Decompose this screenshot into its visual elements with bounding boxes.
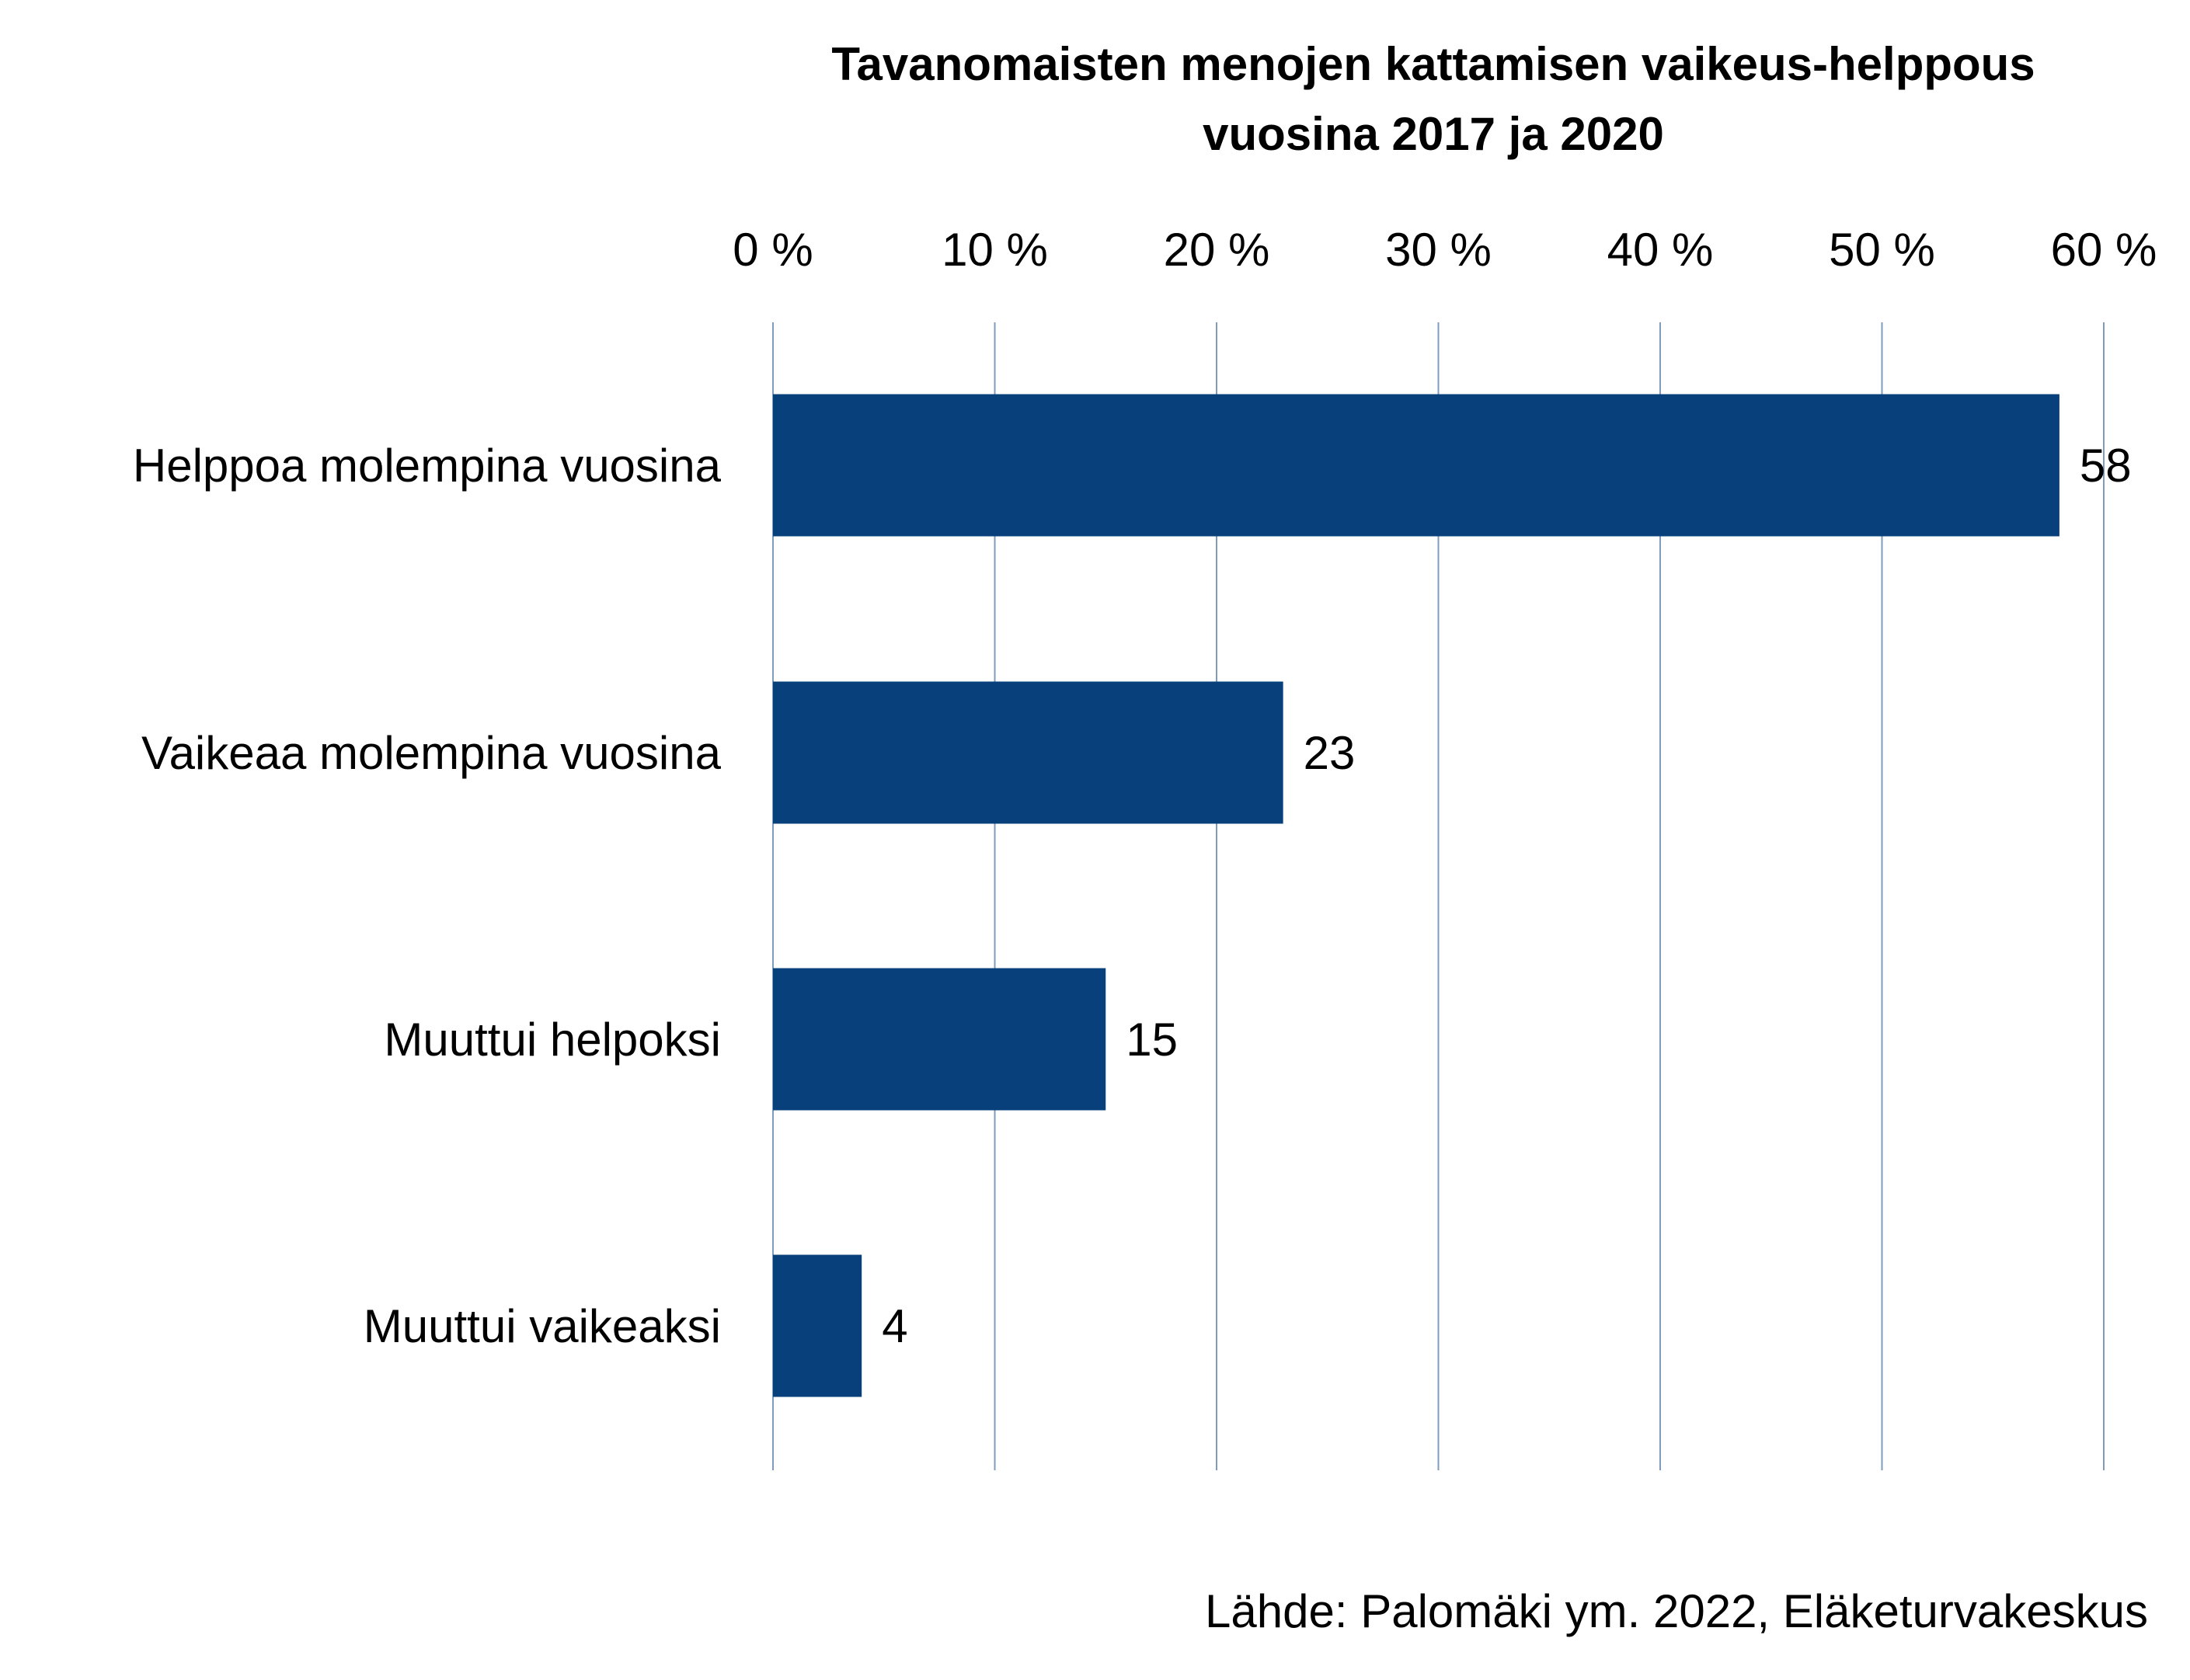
bar	[773, 1254, 862, 1397]
bars	[773, 394, 2059, 1397]
bar	[773, 968, 1106, 1111]
source-note: Lähde: Palomäki ym. 2022, Eläketurvakesk…	[1205, 1585, 2148, 1637]
chart-title-line-2: vuosina 2017 ja 2020	[1203, 108, 1664, 160]
x-tick-label: 50 %	[1829, 224, 1935, 276]
x-tick-label: 10 %	[942, 224, 1048, 276]
data-label: 23	[1304, 727, 1356, 779]
x-tick-label: 40 %	[1607, 224, 1714, 276]
category-label: Vaikeaa molempina vuosina	[141, 727, 722, 779]
data-label: 4	[882, 1300, 907, 1352]
x-tick-label: 0 %	[733, 224, 813, 276]
category-labels: Helppoa molempina vuosina Vaikeaa molempi…	[133, 440, 722, 1352]
category-label: Muuttui helpoksi	[384, 1014, 721, 1066]
chart-title-line-1: Tavanomaisten menojen kattamisen vaikeus…	[831, 38, 2035, 90]
category-label: Helppoa molempina vuosina	[133, 440, 722, 492]
bar	[773, 681, 1283, 824]
data-labels: 58 23 15 4	[882, 440, 2131, 1352]
data-label: 58	[2080, 440, 2132, 492]
x-tick-label: 30 %	[1385, 224, 1492, 276]
x-axis-tick-labels: 0 % 10 % 20 % 30 % 40 % 50 % 60 %	[733, 224, 2157, 276]
data-label: 15	[1126, 1014, 1178, 1066]
x-tick-label: 20 %	[1164, 224, 1270, 276]
bar	[773, 394, 2059, 537]
x-tick-label: 60 %	[2051, 224, 2157, 276]
category-label: Muuttui vaikeaksi	[364, 1300, 721, 1352]
